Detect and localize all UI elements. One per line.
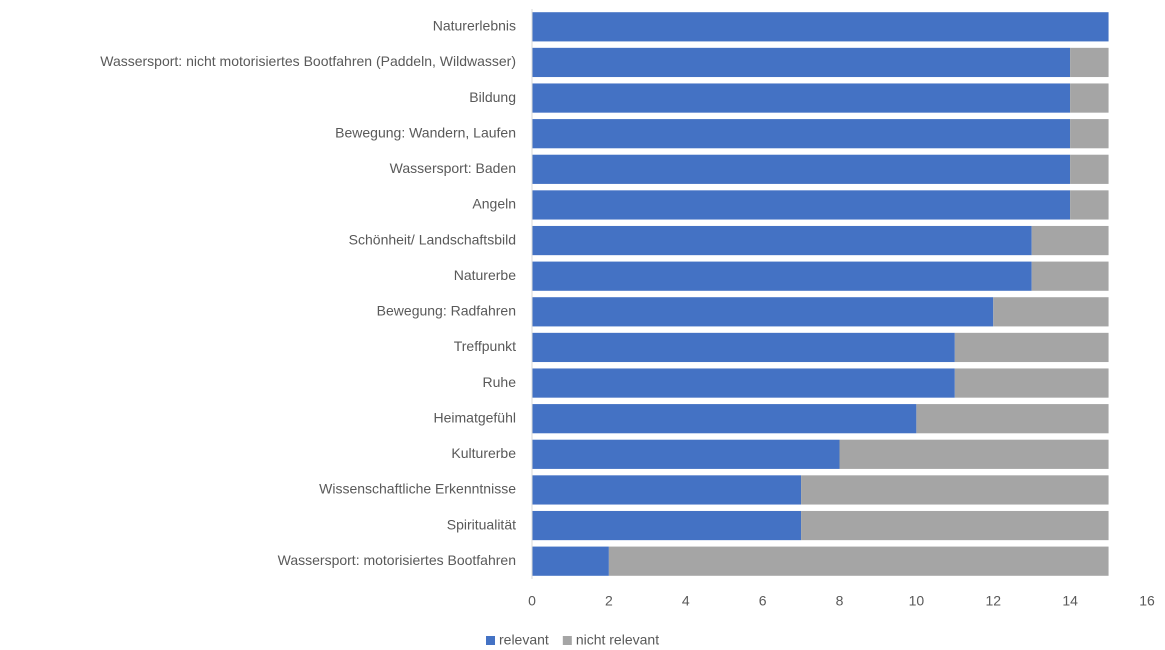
y-tick-label: Naturerbe	[454, 267, 516, 283]
y-tick-label: Wissenschaftliche Erkenntnisse	[319, 481, 516, 497]
bar-segment	[532, 190, 1071, 220]
y-tick-label: Angeln	[472, 196, 516, 212]
bar-segment	[1070, 83, 1109, 113]
y-tick-label: Ruhe	[483, 374, 517, 390]
y-tick-label: Heimatgefühl	[434, 409, 517, 425]
x-tick-label: 16	[1139, 593, 1155, 609]
x-tick-label: 8	[836, 593, 844, 609]
y-tick-label: Wassersport: nicht motorisiertes Bootfah…	[100, 53, 516, 69]
y-tick-label: Treffpunkt	[454, 338, 516, 354]
y-tick-label: Bewegung: Wandern, Laufen	[335, 124, 516, 140]
bar-segment	[532, 154, 1071, 184]
bar-segment	[801, 510, 1109, 541]
bar-segment	[532, 261, 1032, 291]
y-tick-label: Naturerlebnis	[433, 18, 516, 34]
bar-segment	[532, 225, 1032, 256]
bar-segment	[532, 83, 1071, 113]
bar-segment	[1070, 119, 1109, 149]
y-tick-label: Bildung	[469, 89, 516, 105]
x-tick-label: 4	[682, 593, 690, 609]
x-tick-label: 10	[909, 593, 925, 609]
bar-segment	[916, 404, 1109, 434]
y-tick-label: Kulturerbe	[451, 445, 516, 461]
bar-segment	[532, 119, 1071, 149]
bar-segment	[993, 297, 1109, 327]
bar-segment	[532, 297, 994, 327]
y-tick-label: Spiritualität	[447, 516, 516, 532]
bar-segment	[1070, 190, 1109, 220]
y-tick-label: Schönheit/ Landschaftsbild	[349, 231, 516, 247]
bar-segment	[801, 475, 1109, 505]
legend-label: nicht relevant	[576, 632, 659, 648]
bar-segment	[954, 332, 1109, 363]
bar-segment	[1031, 225, 1109, 256]
legend-label: relevant	[499, 632, 549, 648]
y-tick-label: Bewegung: Radfahren	[377, 303, 516, 319]
bar-segment	[1070, 154, 1109, 184]
y-tick-label: Wassersport: motorisiertes Bootfahren	[278, 552, 516, 568]
bar-segment	[532, 368, 955, 398]
bar-segment	[532, 47, 1071, 78]
bar-segment	[532, 332, 955, 363]
bar-segment	[1031, 261, 1109, 291]
bar-segment	[608, 546, 1109, 576]
bar-segment	[532, 510, 802, 541]
bar-segment	[1070, 47, 1109, 78]
x-tick-label: 14	[1062, 593, 1078, 609]
bar-segment	[532, 475, 802, 505]
x-tick-label: 6	[759, 593, 767, 609]
bar-segment	[839, 439, 1109, 469]
bar-segment	[532, 12, 1109, 42]
legend-swatch	[486, 636, 495, 645]
x-tick-label: 0	[528, 593, 536, 609]
x-tick-label: 12	[985, 593, 1001, 609]
legend-swatch	[562, 636, 572, 645]
y-tick-label: Wassersport: Baden	[390, 160, 516, 176]
bar-segment	[532, 404, 917, 434]
bar-segment	[532, 439, 840, 469]
bar-segment	[532, 546, 609, 576]
x-tick-label: 2	[605, 593, 613, 609]
bar-segment	[954, 368, 1109, 398]
